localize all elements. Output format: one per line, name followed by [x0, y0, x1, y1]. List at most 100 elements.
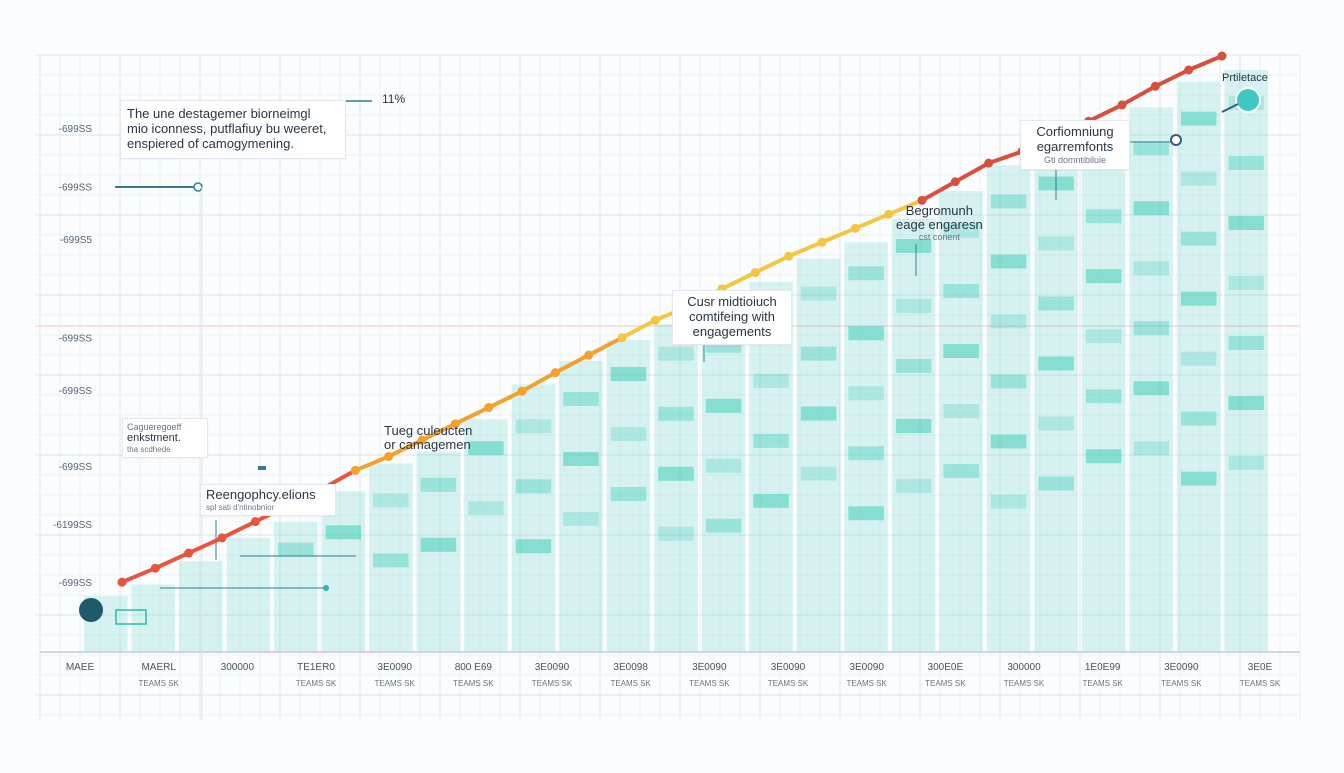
bar-segment: [1085, 269, 1122, 284]
bar: [939, 191, 983, 652]
bar-segment: [800, 406, 837, 421]
bar-segment: [1228, 216, 1264, 230]
x-tick-label: 3E0090: [1164, 662, 1199, 673]
line-segment: [1221, 103, 1239, 113]
bar-segment: [895, 298, 932, 313]
bar: [654, 323, 698, 652]
bar-segment: [990, 434, 1027, 449]
bar-segment: [610, 427, 647, 442]
annotation-top-left: The une destagemer biorneimgl mio iconne…: [120, 100, 346, 159]
bar-segment: [1038, 416, 1074, 431]
line-point: [550, 368, 560, 378]
bar-segment: [1228, 336, 1264, 350]
annotation-line: comtifeing with: [689, 308, 775, 324]
line-segment: [186, 535, 224, 556]
x-tick-sublabel: TEAMS SK: [1161, 679, 1202, 688]
bar: [321, 491, 366, 652]
x-tick-label: 300E0E: [928, 662, 964, 673]
bar-segment: [800, 466, 837, 481]
line-point: [450, 419, 460, 429]
bar-segment: [1133, 321, 1169, 336]
y-tick-label: -699S5: [60, 235, 93, 246]
bar-segment: [373, 553, 409, 568]
bar-segment: [895, 358, 932, 373]
bar-segment: [800, 286, 837, 301]
line-segment: [886, 198, 924, 217]
annotation-value: 11%: [382, 92, 406, 106]
bar-segment: [1085, 209, 1122, 224]
bar-segment: [1180, 351, 1217, 366]
bar: [416, 451, 461, 652]
x-tick-label: 800 E69: [455, 662, 493, 673]
bar-segment: [1180, 471, 1217, 486]
bar-segment: [658, 406, 694, 421]
annotation-line: Cusr midtioiuch: [687, 294, 777, 309]
line-segment: [1186, 54, 1224, 72]
x-tick-label: 300000: [221, 662, 255, 673]
y-axis: -699SS -699SS -699S5 -699SS -699SS -699SS -619…: [53, 124, 92, 589]
bar-segment: [658, 526, 694, 541]
y-tick-label: -6199SS: [53, 520, 92, 531]
end-marker: [1235, 87, 1261, 113]
bar-segment: [848, 506, 884, 521]
bar-segment: [753, 433, 789, 448]
bar-segment: [658, 346, 694, 361]
annotation-center: Tueg culeucten or camagemen: [384, 423, 472, 453]
x-tick-sublabel: TEAMS SK: [846, 679, 887, 688]
line-point: [950, 177, 960, 187]
bar-segment: [943, 404, 979, 419]
bar-segment: [1085, 389, 1122, 404]
bar: [796, 258, 841, 652]
annotation-line: or camagemen: [384, 437, 471, 453]
line-point: [250, 517, 260, 527]
line-segment: [920, 179, 958, 203]
bar-segment: [1228, 156, 1264, 170]
bar-segment: [1038, 476, 1074, 491]
annotation-line: cst conent: [918, 231, 960, 242]
y-tick-label: -699SS: [59, 124, 93, 135]
bar: [464, 419, 508, 652]
bar-segment: [848, 446, 884, 461]
line-segment: [786, 240, 824, 259]
bar-segment: [990, 494, 1027, 509]
bar: [1224, 70, 1268, 652]
line-segment: [486, 389, 524, 410]
bar-segment: [990, 314, 1027, 329]
line-point: [350, 465, 360, 475]
x-axis: MAEE MAERL TEAMS SK 300000 TE1ER0 TEAMS SK 3E0…: [40, 651, 1300, 688]
bar: [891, 218, 936, 652]
line-point: [117, 577, 127, 587]
line-segment: [1120, 84, 1158, 107]
x-tick-sublabel: TEAMS SK: [374, 679, 415, 688]
bar-segment: [278, 542, 314, 557]
bar-segment: [848, 266, 884, 281]
bar: [606, 340, 651, 652]
line-segment: [620, 318, 658, 340]
bar-segment: [753, 493, 789, 508]
line-segment: [753, 254, 791, 275]
bar-segment: [705, 518, 742, 533]
bar-segment: [1133, 441, 1169, 456]
line-point: [850, 223, 860, 233]
bar-segment: [373, 493, 409, 508]
bar: [986, 165, 1031, 652]
x-tick-sublabel: TEAMS SK: [925, 679, 966, 688]
bar: [1081, 128, 1126, 652]
annotation-line: Reengophcy.elions: [206, 487, 316, 502]
bar-segment: [468, 501, 504, 516]
annotation-line: Begromunh: [905, 203, 973, 218]
line-segment: [820, 226, 858, 245]
line-point: [1217, 51, 1227, 61]
annotation-line: engagements: [692, 323, 772, 339]
bar-segment: [1085, 449, 1122, 464]
line-segment: [520, 370, 558, 394]
line-point: [784, 251, 794, 261]
line-point: [150, 563, 160, 573]
line-point: [217, 533, 227, 543]
line-point: [1150, 81, 1160, 91]
annotation-line: Corfiomniung: [1036, 124, 1114, 139]
x-tick-sublabel: TEAMS SK: [532, 679, 573, 688]
x-tick-label: 3E0090: [771, 662, 806, 673]
bar-segment: [563, 512, 599, 526]
leader-marker: [193, 182, 203, 192]
